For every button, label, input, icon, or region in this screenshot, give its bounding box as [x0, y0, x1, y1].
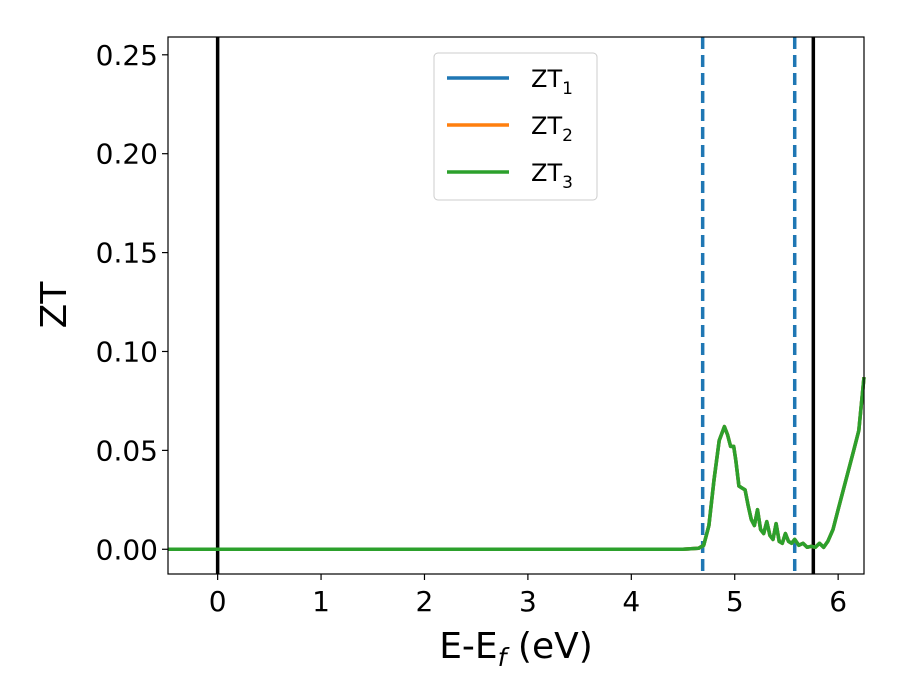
x-tick-label: 3: [519, 585, 537, 618]
reference-lines: [215, 37, 816, 574]
legend-frame: [433, 52, 598, 201]
x-axis-title: E-Ef (eV): [439, 626, 593, 672]
y-axis-ticks: 0.00 0.05 0.10 0.15 0.20 0.25: [96, 39, 168, 566]
y-axis-title: ZT: [34, 281, 75, 329]
x-tick-label: 5: [726, 585, 744, 618]
legend-label-3: ZT3: [531, 159, 573, 193]
y-tick-label: 0.05: [96, 434, 158, 467]
series-line-3: [168, 377, 866, 552]
x-tick-label: 1: [312, 585, 330, 618]
y-tick-label: 0.00: [96, 533, 158, 566]
y-tick-label: 0.10: [96, 335, 158, 368]
x-tick-label: 0: [209, 585, 227, 618]
x-tick-label: 6: [829, 585, 847, 618]
legend-label-1: ZT1: [531, 65, 573, 99]
x-axis-ticks: 0 1 2 3 4 5 6: [209, 574, 847, 618]
plot-frame: [167, 36, 865, 575]
y-tick-label: 0.25: [96, 39, 158, 72]
series-lines: [168, 377, 866, 552]
y-tick-label: 0.20: [96, 138, 158, 171]
legend: ZT1 ZT2 ZT3: [433, 52, 598, 201]
legend-label-2: ZT2: [531, 112, 573, 146]
x-tick-label: 2: [416, 585, 434, 618]
y-tick-label: 0.15: [96, 237, 158, 270]
x-tick-label: 4: [622, 585, 640, 618]
